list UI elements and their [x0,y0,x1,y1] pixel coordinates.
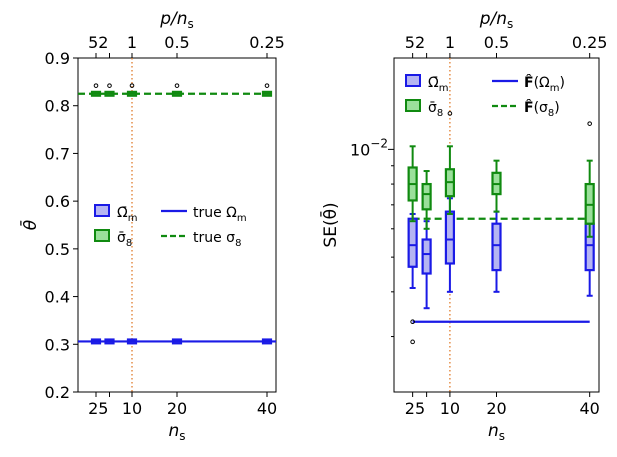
legend-label-main: σ̄ [117,230,126,246]
legend-label-sub: 8 [548,108,554,119]
legend-label-sub: m [550,83,560,94]
x-tick-label: 20 [167,399,187,418]
top-axis-title: p/ns [479,9,514,31]
legend-label-sub: m [237,213,247,224]
sigma-outlier [129,83,135,88]
y-tick-label: 0.6 [45,192,70,211]
x-tick-label: 20 [486,399,506,418]
x-tick-label: 25 [405,399,425,418]
legend-label-sub: 8 [235,238,241,249]
top-tick-label: 52 [88,33,108,52]
x-tick-label: 10 [122,399,142,418]
top-axis-title-sub: s [188,17,194,31]
y-tick-base: 10 [350,140,370,159]
sigma-outlier [174,83,180,88]
sigma-outlier [93,83,99,88]
x-axis-title-main: n [168,421,179,441]
sigma-outlier [264,83,270,88]
y-tick-label: 0.4 [45,288,70,307]
x-tick-label: 10 [440,399,460,418]
y-axis-title: SE(θ̄) [319,202,341,247]
legend-label-main: Ω̄ [428,75,439,91]
y-axis-title: θ̄ [19,219,41,230]
sigma-outlier [107,83,112,88]
top-axis-title-main: p/n [159,9,187,29]
legend-label: true σ8 [193,230,241,249]
legend-sigma-box-swatch [94,229,110,242]
legend-label: F̂(Ωm) [524,74,565,94]
legend-label-main: σ̄ [428,100,437,116]
omega-outlier [410,319,415,325]
legend-label-sub: 8 [437,108,443,119]
y-tick-label: 0.7 [45,144,70,163]
legend-label: Ω̄m [117,205,137,224]
top-axis-title-sub: s [507,17,513,31]
legend-label-main: F̂ [524,99,534,116]
omega-outlier [410,339,415,345]
top-tick-label: 52 [405,33,425,52]
top-tick-label: 0.5 [164,33,189,52]
top-tick-label: 0.25 [572,33,608,52]
x-axis-title: ns [168,421,185,443]
sigma-outlier [587,121,592,126]
x-axis-title-sub: s [499,429,505,443]
top-tick-label: 0.25 [249,33,285,52]
legend-label-paren: (Ω [534,75,550,91]
legend-sigma-box-swatch [405,99,421,112]
legend-label-main: F̂ [524,74,534,91]
top-tick-label: 1 [127,33,137,52]
legend-label-close: ) [554,100,559,116]
x-tick-label: 40 [257,399,277,418]
omega-box [491,222,502,272]
x-axis-title-sub: s [179,429,185,443]
legend-label-sub: m [439,83,449,94]
x-tick-label: 25 [88,399,108,418]
top-tick-label: 0.5 [484,33,509,52]
legend-label-main: true σ [193,230,235,246]
legend-label: σ̄8 [428,100,443,119]
y-tick-label: 0.5 [45,240,70,259]
y-tick-label: 0.8 [45,97,70,116]
legend-label-sub: 8 [126,238,132,249]
omega-box [407,217,418,268]
y-tick-label: 0.3 [45,335,70,354]
omega-box [444,210,456,265]
legend-omega-box-swatch [405,74,421,87]
legend-label-main: Ω̄ [117,205,128,221]
top-axis-title-main: p/n [479,9,507,29]
y-tick-label: 0.2 [45,383,70,402]
legend-label: Ω̄m [428,75,448,94]
y-tick-label: 0.9 [45,49,70,68]
y-tick-label: 10−2 [350,136,388,159]
sigma-outlier [447,111,453,116]
legend-label: F̂(σ8) [524,99,560,119]
legend-label-main: true Ω [193,205,237,221]
omega-box [421,238,432,275]
legend-label: σ̄8 [117,230,132,249]
y-tick-exponent: −2 [370,136,388,150]
top-tick-label: 1 [445,33,455,52]
x-axis-title-main: n [488,421,499,441]
legend-omega-box-swatch [94,204,110,217]
legend-label-close: ) [560,75,565,91]
legend-label-sub: m [128,213,138,224]
legend-label-paren: (σ [534,100,548,116]
sigma-box [421,182,432,211]
x-tick-label: 40 [580,399,600,418]
top-axis-title: p/ns [159,9,194,31]
legend-label: true Ωm [193,205,247,224]
x-axis-title: ns [488,421,505,443]
